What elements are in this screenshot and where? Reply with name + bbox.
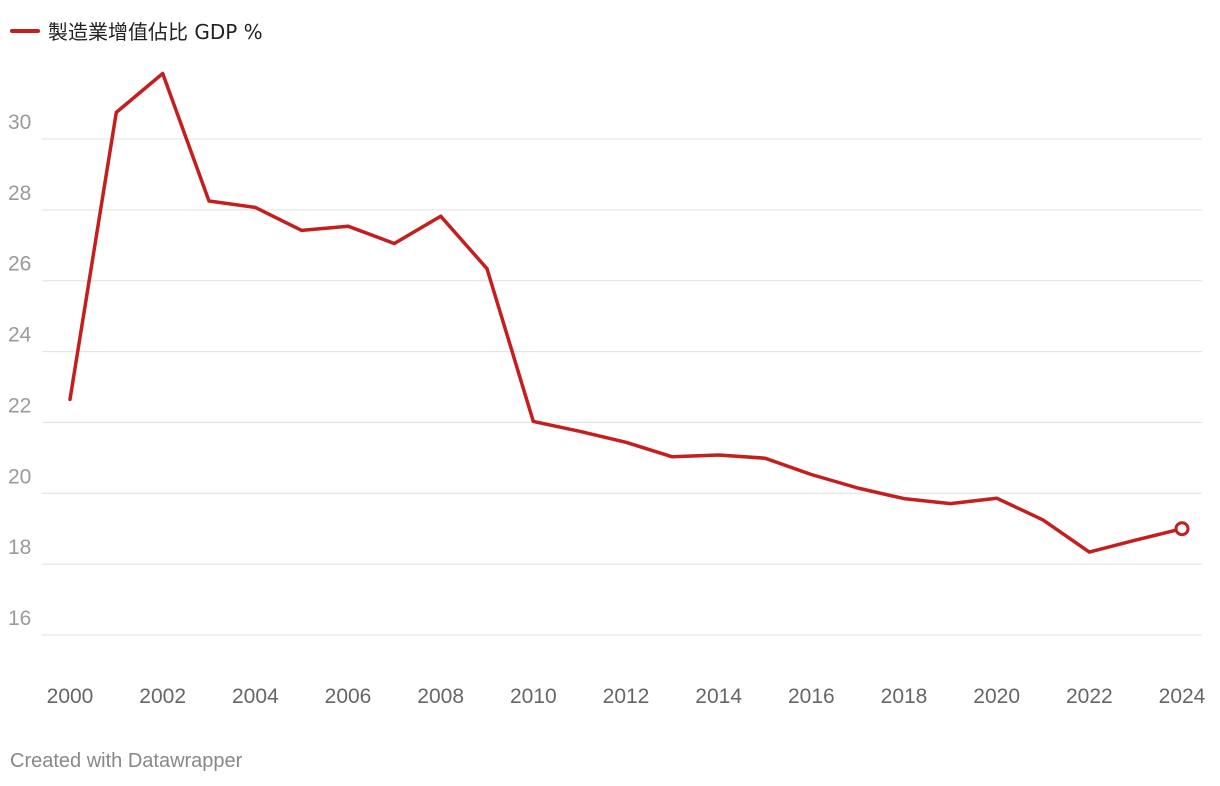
x-tick-label: 2024 bbox=[1159, 685, 1206, 708]
y-tick-label: 26 bbox=[8, 253, 31, 276]
y-tick-label: 30 bbox=[8, 111, 31, 134]
legend: 製造業增值佔比 GDP % bbox=[10, 16, 263, 45]
y-tick-label: 28 bbox=[8, 182, 31, 205]
end-point-marker bbox=[1174, 521, 1190, 537]
y-tick-label: 18 bbox=[8, 536, 31, 559]
x-tick-label: 2002 bbox=[139, 685, 186, 708]
x-tick-label: 2006 bbox=[325, 685, 372, 708]
x-tick-label: 2010 bbox=[510, 685, 557, 708]
series-layer bbox=[68, 71, 1190, 554]
y-tick-label: 20 bbox=[8, 465, 31, 488]
x-axis-ticks: 2000 2002 2004 2006 2008 2010 2012 2014 2016 2018… bbox=[47, 685, 1206, 708]
y-tick-label: 16 bbox=[8, 607, 31, 630]
x-tick-label: 2018 bbox=[881, 685, 928, 708]
x-tick-label: 2004 bbox=[232, 685, 279, 708]
x-tick-label: 2000 bbox=[47, 685, 94, 708]
legend-label: 製造業增值佔比 GDP % bbox=[48, 20, 263, 44]
x-tick-label: 2014 bbox=[695, 685, 742, 708]
x-tick-label: 2016 bbox=[788, 685, 835, 708]
x-tick-label: 2020 bbox=[973, 685, 1020, 708]
x-tick-label: 2022 bbox=[1066, 685, 1113, 708]
series-line bbox=[68, 71, 1184, 554]
x-tick-label: 2008 bbox=[417, 685, 464, 708]
y-axis-ticks: 16 18 20 22 24 26 28 30 bbox=[8, 111, 32, 630]
x-tick-label: 2012 bbox=[603, 685, 650, 708]
credit-text: Created with Datawrapper bbox=[10, 750, 243, 772]
y-tick-label: 24 bbox=[8, 324, 32, 347]
y-tick-label: 22 bbox=[8, 394, 31, 417]
gridlines bbox=[42, 138, 1202, 636]
legend-swatch bbox=[10, 28, 40, 33]
